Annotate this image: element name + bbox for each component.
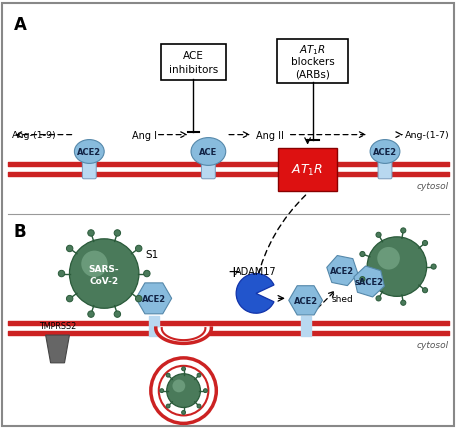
Circle shape: [151, 358, 216, 424]
Text: cytosol: cytosol: [416, 182, 448, 191]
Text: ACE: ACE: [199, 147, 217, 157]
Circle shape: [159, 389, 163, 393]
Text: CoV-2: CoV-2: [90, 276, 118, 286]
Circle shape: [114, 311, 120, 318]
Circle shape: [400, 301, 405, 306]
Text: inhibitors: inhibitors: [168, 65, 218, 75]
Circle shape: [359, 277, 364, 282]
Polygon shape: [136, 283, 171, 314]
Circle shape: [196, 373, 201, 377]
Text: blockers: blockers: [290, 57, 334, 67]
Circle shape: [196, 404, 201, 408]
Circle shape: [143, 271, 150, 277]
Circle shape: [181, 411, 185, 415]
Text: ACE: ACE: [183, 51, 203, 61]
Text: ACE2: ACE2: [293, 296, 317, 305]
Text: sACE2: sACE2: [354, 277, 383, 286]
Circle shape: [166, 374, 200, 408]
Text: Ang-(1-9): Ang-(1-9): [12, 131, 56, 140]
Text: shed: shed: [331, 295, 353, 304]
Text: Ang-(1-7): Ang-(1-7): [404, 131, 448, 140]
FancyBboxPatch shape: [201, 150, 215, 179]
Circle shape: [158, 366, 208, 415]
Text: TMPRSS2: TMPRSS2: [39, 321, 76, 330]
Circle shape: [181, 367, 185, 371]
FancyBboxPatch shape: [160, 45, 226, 81]
Circle shape: [400, 228, 405, 233]
Text: ACE2: ACE2: [141, 294, 166, 303]
Circle shape: [366, 237, 426, 297]
Circle shape: [375, 296, 381, 301]
Circle shape: [88, 230, 94, 237]
Ellipse shape: [74, 140, 104, 164]
Polygon shape: [45, 335, 69, 363]
Text: ACE2: ACE2: [330, 267, 353, 276]
Circle shape: [135, 296, 142, 302]
Text: (ARBs): (ARBs): [295, 69, 329, 79]
FancyBboxPatch shape: [82, 150, 96, 179]
FancyBboxPatch shape: [277, 148, 336, 192]
Circle shape: [376, 247, 399, 270]
Circle shape: [359, 252, 364, 257]
Circle shape: [166, 373, 170, 377]
Circle shape: [69, 239, 139, 309]
Text: cytosol: cytosol: [416, 340, 448, 349]
Circle shape: [172, 380, 185, 393]
Circle shape: [66, 296, 73, 302]
Circle shape: [430, 264, 435, 270]
Text: A: A: [14, 15, 27, 34]
Circle shape: [135, 246, 142, 252]
Circle shape: [88, 311, 94, 318]
Text: $AT_1R$: $AT_1R$: [298, 43, 325, 57]
Circle shape: [421, 288, 427, 293]
Circle shape: [81, 251, 107, 277]
Text: $AT_1R$: $AT_1R$: [291, 163, 323, 178]
FancyBboxPatch shape: [276, 40, 347, 84]
Text: Ang II: Ang II: [256, 130, 283, 140]
Text: B: B: [14, 222, 27, 240]
Text: Ang I: Ang I: [132, 130, 157, 140]
Circle shape: [58, 271, 65, 277]
Polygon shape: [326, 256, 357, 286]
Wedge shape: [235, 274, 274, 313]
Ellipse shape: [190, 138, 225, 166]
Text: ADAM17: ADAM17: [235, 266, 276, 276]
Circle shape: [203, 389, 207, 393]
Text: ACE2: ACE2: [372, 147, 396, 157]
Text: +: +: [227, 264, 240, 280]
Text: SARS-: SARS-: [89, 264, 119, 273]
Polygon shape: [288, 286, 322, 315]
Circle shape: [114, 230, 120, 237]
Polygon shape: [353, 266, 383, 297]
FancyBboxPatch shape: [2, 3, 453, 427]
FancyBboxPatch shape: [377, 150, 391, 179]
Circle shape: [66, 246, 73, 252]
Circle shape: [421, 241, 427, 246]
Polygon shape: [156, 329, 211, 344]
Text: ACE2: ACE2: [77, 147, 101, 157]
Ellipse shape: [369, 140, 399, 164]
Text: S1: S1: [146, 249, 159, 259]
Circle shape: [166, 404, 170, 408]
Circle shape: [375, 233, 381, 238]
